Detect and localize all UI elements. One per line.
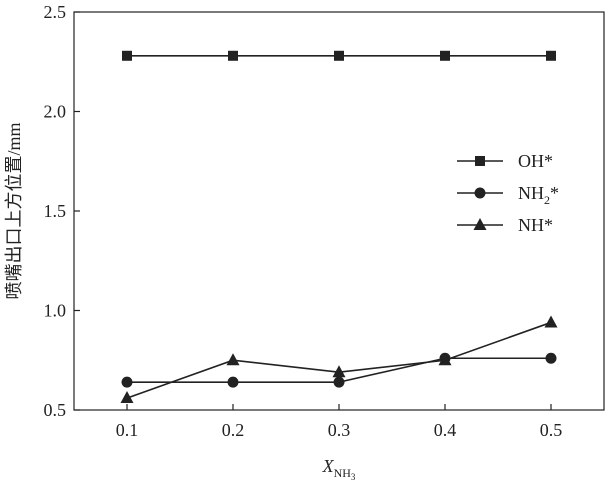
y-axis-title: 喷嘴出口上方位置/mm (4, 122, 24, 299)
data-point (440, 50, 450, 61)
data-point (546, 50, 556, 61)
legend-entry: NH* (457, 215, 553, 235)
x-tick-label: 0.5 (540, 420, 563, 440)
series-2 (120, 315, 558, 404)
x-tick-label: 0.4 (434, 420, 457, 440)
plot-border (73, 11, 605, 411)
data-point (334, 50, 344, 61)
series-0 (122, 50, 556, 61)
x-tick-label: 0.2 (222, 420, 245, 440)
data-point (545, 352, 557, 364)
data-point (544, 315, 558, 328)
data-point (438, 353, 452, 366)
data-point (122, 50, 132, 61)
y-tick-label: 2.5 (44, 2, 67, 22)
data-point (227, 376, 239, 388)
legend-entry: NH2* (457, 183, 559, 207)
y-tick-label: 0.5 (44, 400, 67, 420)
x-tick-label: 0.3 (328, 420, 351, 440)
axis-ticks: 0.1 0.2 0.3 0.4 0.5 0.5 1.0 1.5 2.0 2.5 (44, 2, 563, 440)
legend-marker (474, 187, 486, 199)
data-point (226, 353, 240, 366)
series-1 (121, 352, 557, 388)
legend-entry: OH* (457, 151, 553, 171)
legend-label: NH2* (518, 183, 559, 207)
y-tick-label: 1.5 (44, 201, 67, 221)
legend-label: OH* (518, 151, 553, 171)
data-point (120, 391, 134, 404)
x-tick-label: 0.1 (116, 420, 139, 440)
legend-marker (475, 156, 485, 166)
plot-frame (73, 11, 605, 411)
data-point (121, 376, 133, 388)
series-layer (120, 50, 558, 404)
data-point (228, 50, 238, 61)
legend: OH* NH2* NH* (457, 151, 559, 235)
legend-label: NH* (518, 215, 553, 235)
axis-titles: XNH3 喷嘴出口上方位置/mm (4, 122, 356, 482)
data-point (332, 365, 346, 378)
data-point (333, 376, 345, 388)
legend-marker (473, 218, 487, 230)
x-axis-title: XNH3 (322, 456, 356, 482)
y-tick-label: 1.0 (44, 301, 67, 321)
y-tick-label: 2.0 (44, 102, 67, 122)
